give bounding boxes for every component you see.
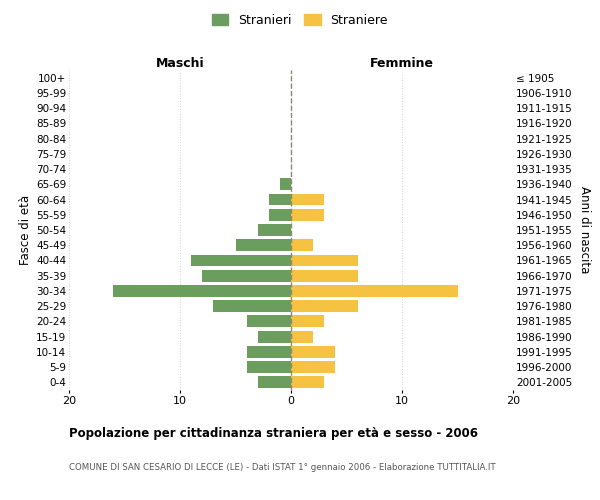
Y-axis label: Anni di nascita: Anni di nascita bbox=[578, 186, 591, 274]
Bar bbox=[269, 209, 291, 220]
Text: Popolazione per cittadinanza straniera per età e sesso - 2006: Popolazione per cittadinanza straniera p… bbox=[69, 428, 478, 440]
Bar bbox=[247, 316, 291, 328]
Bar bbox=[235, 240, 291, 251]
Bar bbox=[269, 194, 291, 205]
Bar bbox=[291, 361, 335, 373]
Bar bbox=[291, 285, 458, 297]
Legend: Stranieri, Straniere: Stranieri, Straniere bbox=[209, 11, 391, 29]
Bar bbox=[291, 270, 358, 281]
Bar bbox=[247, 346, 291, 358]
Bar bbox=[280, 178, 291, 190]
Y-axis label: Fasce di età: Fasce di età bbox=[19, 195, 32, 265]
Text: Maschi: Maschi bbox=[155, 57, 205, 70]
Bar bbox=[291, 254, 358, 266]
Bar bbox=[214, 300, 291, 312]
Text: Femmine: Femmine bbox=[370, 57, 434, 70]
Bar bbox=[291, 346, 335, 358]
Bar bbox=[113, 285, 291, 297]
Bar bbox=[291, 300, 358, 312]
Bar bbox=[258, 376, 291, 388]
Text: COMUNE DI SAN CESARIO DI LECCE (LE) - Dati ISTAT 1° gennaio 2006 - Elaborazione : COMUNE DI SAN CESARIO DI LECCE (LE) - Da… bbox=[69, 462, 496, 471]
Bar bbox=[202, 270, 291, 281]
Bar bbox=[291, 330, 313, 342]
Bar bbox=[291, 376, 325, 388]
Bar bbox=[291, 240, 313, 251]
Bar bbox=[258, 224, 291, 236]
Bar bbox=[291, 209, 325, 220]
Bar bbox=[191, 254, 291, 266]
Bar bbox=[291, 194, 325, 205]
Bar bbox=[258, 330, 291, 342]
Bar bbox=[291, 316, 325, 328]
Bar bbox=[247, 361, 291, 373]
